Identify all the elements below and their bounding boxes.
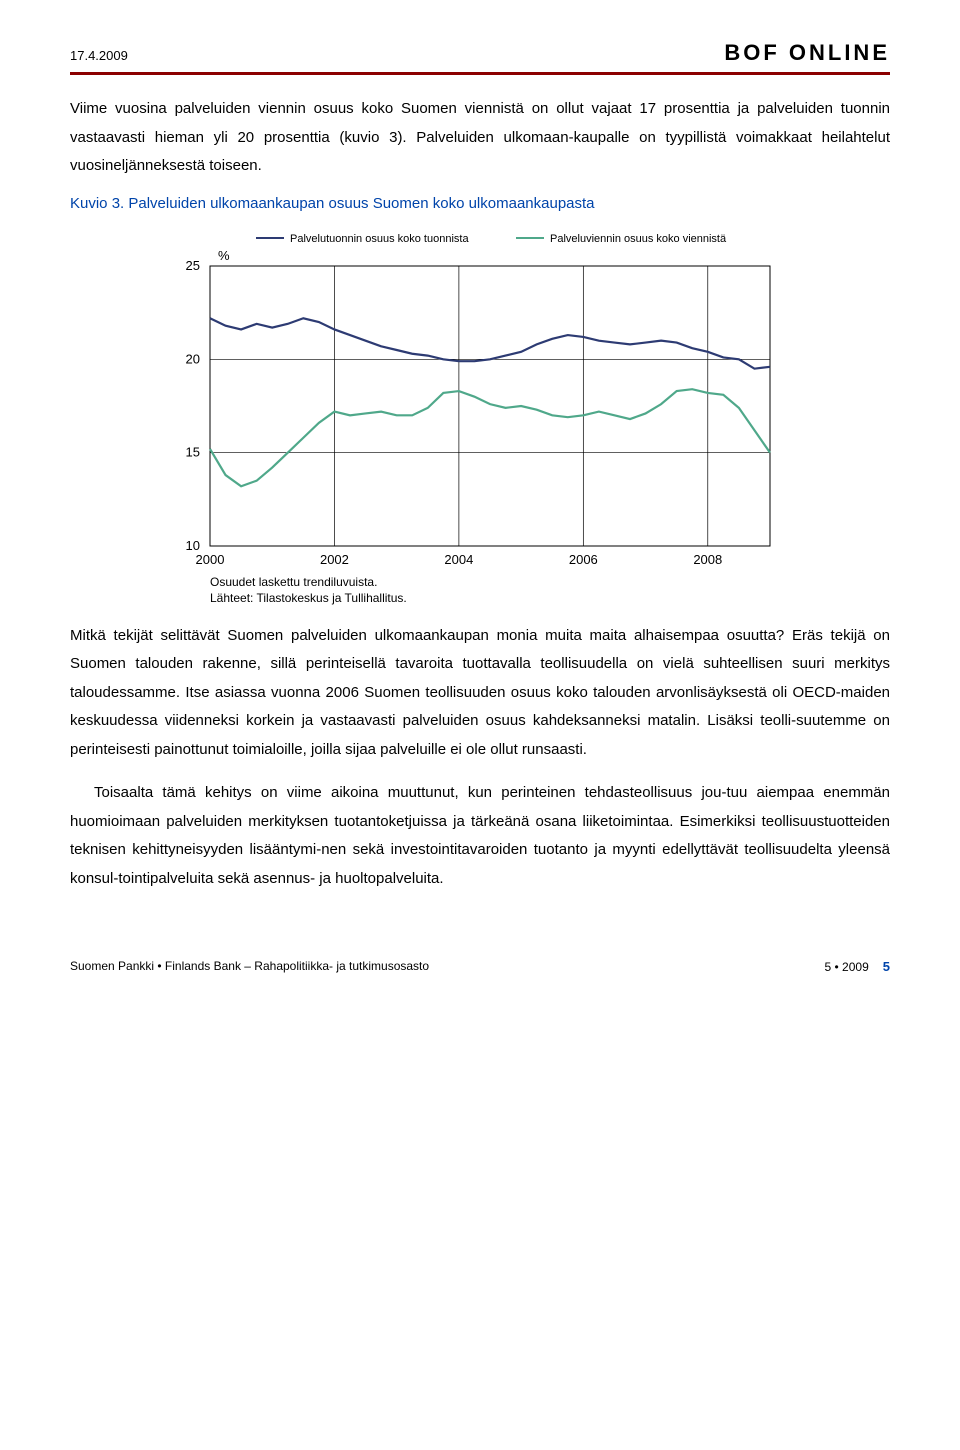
footer-page-number: 5 [883, 959, 890, 974]
svg-text:Palvelutuonnin osuus koko tuon: Palvelutuonnin osuus koko tuonnista [290, 233, 469, 245]
paragraph-1: Viime vuosina palveluiden viennin osuus … [70, 95, 890, 181]
svg-text:25: 25 [186, 258, 200, 273]
svg-text:20: 20 [186, 351, 200, 366]
svg-text:Lähteet: Tilastokeskus ja Tull: Lähteet: Tilastokeskus ja Tullihallitus. [210, 591, 407, 605]
svg-text:%: % [218, 248, 230, 263]
chart-container: Palvelutuonnin osuus koko tuonnista Palve… [160, 226, 800, 606]
line-chart: Palvelutuonnin osuus koko tuonnista Palve… [160, 226, 800, 606]
header-rule [70, 72, 890, 75]
header-title: BOF ONLINE [724, 40, 890, 66]
page-header: 17.4.2009 BOF ONLINE [70, 40, 890, 66]
svg-text:2004: 2004 [444, 552, 473, 567]
svg-text:Palveluviennin osuus koko vien: Palveluviennin osuus koko viennistä [550, 233, 727, 245]
svg-text:10: 10 [186, 538, 200, 553]
svg-text:2006: 2006 [569, 552, 598, 567]
figure-label: Kuvio 3. Palveluiden ulkomaankaupan osuu… [70, 195, 890, 212]
svg-text:Osuudet laskettu trendiluvuist: Osuudet laskettu trendiluvuista. [210, 575, 377, 589]
header-date: 17.4.2009 [70, 48, 128, 63]
svg-text:15: 15 [186, 444, 200, 459]
svg-text:2002: 2002 [320, 552, 349, 567]
footer-issue: 5 • 2009 [825, 960, 869, 974]
paragraph-2: Mitkä tekijät selittävät Suomen palvelui… [70, 622, 890, 765]
footer-left: Suomen Pankki • Finlands Bank – Rahapoli… [70, 959, 429, 974]
page-footer: Suomen Pankki • Finlands Bank – Rahapoli… [70, 953, 890, 974]
svg-text:2008: 2008 [693, 552, 722, 567]
paragraph-3: Toisaalta tämä kehitys on viime aikoina … [70, 779, 890, 893]
svg-text:2000: 2000 [196, 552, 225, 567]
